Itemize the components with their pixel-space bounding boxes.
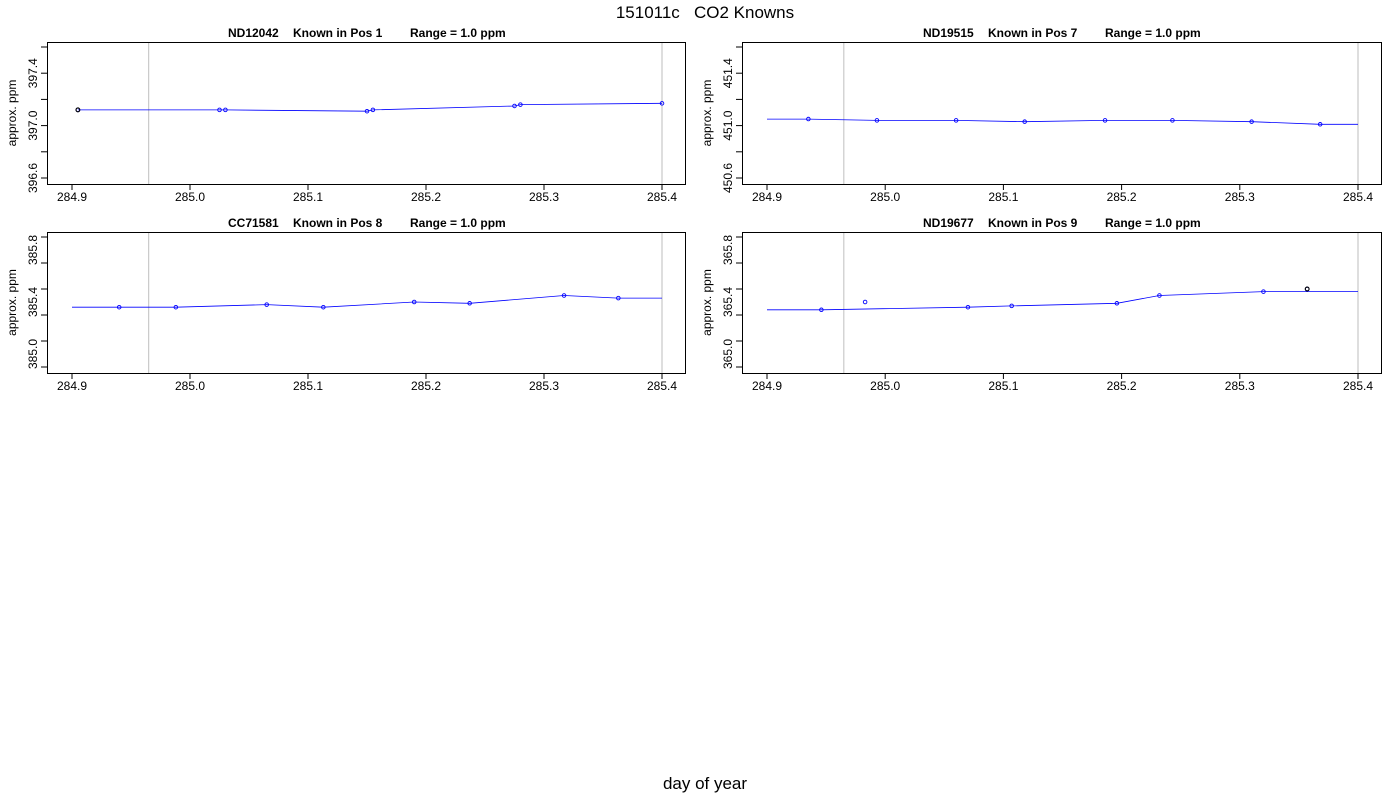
chart-title-part-3: Range = 1.0 ppm [1105, 26, 1201, 40]
y-axis-label: approx. ppm [700, 80, 714, 147]
data-point [965, 304, 971, 310]
chart-title-part-1: ND12042 [228, 26, 279, 40]
x-tick-label: 285.4 [1343, 190, 1373, 204]
data-point [217, 107, 222, 113]
series-line [72, 295, 662, 308]
x-tick-label: 285.1 [293, 379, 323, 393]
data-point [1249, 119, 1254, 124]
x-tick-label: 285.0 [870, 190, 900, 204]
plot-frame [47, 232, 686, 374]
x-tick-label: 285.0 [175, 190, 205, 204]
y-tick-label: 451.4 [721, 58, 735, 88]
y-tick-label: 385.8 [26, 235, 40, 265]
data-point [364, 108, 370, 114]
data-point [512, 103, 517, 109]
series-line [77, 102, 663, 112]
y-axis-label: approx. ppm [700, 269, 714, 336]
plot-frame [742, 42, 1382, 185]
chart-title-part-1: ND19515 [923, 26, 974, 40]
x-tick-label: 285.3 [1225, 190, 1255, 204]
x-tick-label: 285.4 [647, 379, 677, 393]
data-point [1009, 303, 1014, 309]
y-tick-label: 365.8 [721, 235, 735, 265]
chart-title-part-1: ND19677 [923, 216, 974, 230]
data-point [1114, 301, 1120, 306]
plot-frame [47, 42, 686, 185]
chart-panel-1: ND12042 Known in Pos 1 Range = 1.0 ppm 284.… [5, 26, 686, 204]
data-point [173, 304, 179, 310]
chart-title-part-2: Known in Pos 8 [293, 216, 383, 230]
data-point [616, 295, 621, 301]
series-line [767, 291, 1358, 311]
series-line [767, 118, 1358, 125]
data-point [953, 118, 959, 123]
data-point [264, 302, 269, 307]
data-point [1102, 118, 1108, 123]
flagged-point [1304, 286, 1310, 292]
data-point [1317, 122, 1323, 127]
data-point [518, 102, 523, 107]
data-point [874, 118, 880, 123]
chart-title-part-2: Known in Pos 9 [988, 216, 1078, 230]
x-tick-label: 285.4 [647, 190, 677, 204]
x-tick-label: 285.1 [988, 190, 1018, 204]
data-point [819, 307, 824, 313]
x-tick-label: 285.2 [1107, 379, 1137, 393]
y-tick-label: 396.6 [26, 163, 40, 193]
y-tick-label: 450.6 [721, 163, 735, 193]
x-tick-label: 285.1 [293, 190, 323, 204]
x-tick-label: 285.3 [1225, 379, 1255, 393]
data-point [321, 304, 326, 310]
x-tick-label: 285.1 [988, 379, 1018, 393]
y-tick-label: 451.0 [721, 110, 735, 140]
chart-panel-2: ND19515 Known in Pos 7 Range = 1.0 ppm 284.… [700, 26, 1382, 204]
chart-title-part-2: Known in Pos 1 [293, 26, 383, 40]
x-tick-label: 285.0 [870, 379, 900, 393]
y-axis-label: approx. ppm [5, 269, 19, 336]
data-point [561, 293, 567, 298]
x-tick-label: 284.9 [57, 190, 87, 204]
page-title: 151011c CO2 Knowns [615, 3, 795, 22]
x-tick-label: 285.2 [1107, 190, 1137, 204]
data-point [1022, 119, 1027, 124]
data-point [1170, 118, 1175, 123]
data-point [116, 304, 122, 310]
data-point [862, 299, 868, 305]
data-point [411, 299, 417, 305]
data-point [223, 107, 228, 113]
plot-frame [742, 232, 1382, 374]
x-tick-label: 285.3 [529, 379, 559, 393]
x-tick-label: 285.4 [1343, 379, 1373, 393]
y-tick-label: 365.0 [721, 339, 735, 369]
x-tick-label: 285.3 [529, 190, 559, 204]
chart-title-part-1: CC71581 [228, 216, 279, 230]
chart-title-part-2: Known in Pos 7 [988, 26, 1078, 40]
x-axis-title: day of year [662, 774, 748, 793]
data-point [1157, 293, 1162, 298]
y-axis-label: approx. ppm [5, 80, 19, 147]
data-point [1261, 289, 1266, 294]
x-tick-label: 285.2 [411, 379, 441, 393]
y-tick-label: 397.0 [26, 110, 40, 140]
data-point [659, 101, 665, 106]
data-point [806, 116, 811, 122]
chart-panel-4: ND19677 Known in Pos 9 Range = 1.0 ppm 284.… [700, 216, 1382, 393]
data-point [467, 301, 472, 306]
chart-title-part-3: Range = 1.0 ppm [410, 26, 506, 40]
x-tick-label: 284.9 [57, 379, 87, 393]
flagged-point [75, 107, 81, 113]
y-tick-label: 397.4 [26, 58, 40, 88]
x-tick-label: 284.9 [752, 379, 782, 393]
chart-title-part-3: Range = 1.0 ppm [1105, 216, 1201, 230]
x-tick-label: 284.9 [752, 190, 782, 204]
data-point [370, 107, 376, 113]
y-tick-label: 385.0 [26, 339, 40, 369]
x-tick-label: 285.2 [411, 190, 441, 204]
chart-panel-3: CC71581 Known in Pos 8 Range = 1.0 ppm 284.… [5, 216, 686, 393]
y-tick-label: 385.4 [26, 287, 40, 317]
x-tick-label: 285.0 [175, 379, 205, 393]
y-tick-label: 365.4 [721, 287, 735, 317]
chart-title-part-3: Range = 1.0 ppm [410, 216, 506, 230]
